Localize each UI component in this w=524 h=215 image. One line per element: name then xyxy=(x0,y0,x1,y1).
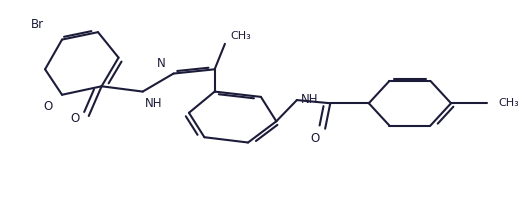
Text: N: N xyxy=(157,57,166,70)
Text: CH₃: CH₃ xyxy=(498,98,519,108)
Text: NH: NH xyxy=(145,97,163,110)
Text: O: O xyxy=(311,132,320,145)
Text: O: O xyxy=(70,112,80,125)
Text: NH: NH xyxy=(301,92,319,106)
Text: O: O xyxy=(43,100,53,113)
Text: CH₃: CH₃ xyxy=(230,31,251,41)
Text: Br: Br xyxy=(31,18,44,31)
